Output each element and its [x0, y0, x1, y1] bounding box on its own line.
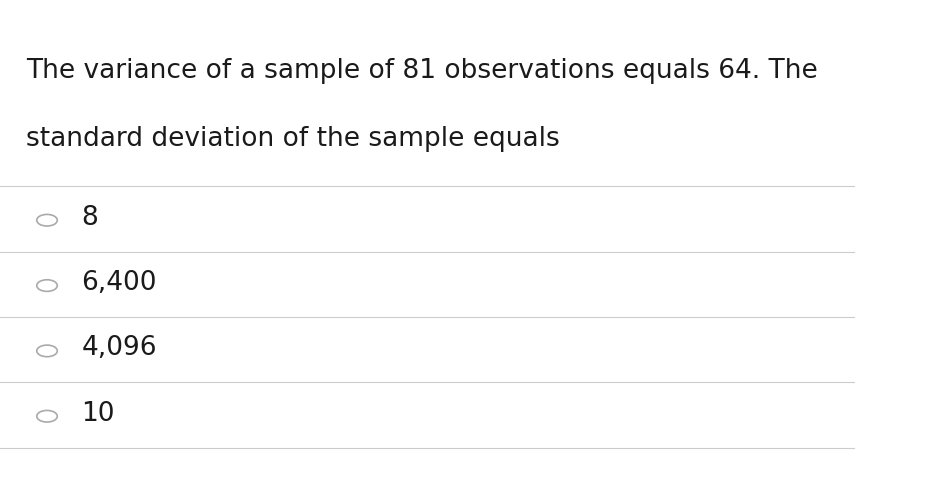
- Text: 8: 8: [81, 205, 98, 231]
- Text: 10: 10: [81, 401, 115, 427]
- Text: standard deviation of the sample equals: standard deviation of the sample equals: [25, 126, 559, 152]
- Text: 6,400: 6,400: [81, 270, 157, 296]
- Text: The variance of a sample of 81 observations equals 64. The: The variance of a sample of 81 observati…: [25, 58, 818, 84]
- Text: 4,096: 4,096: [81, 335, 157, 362]
